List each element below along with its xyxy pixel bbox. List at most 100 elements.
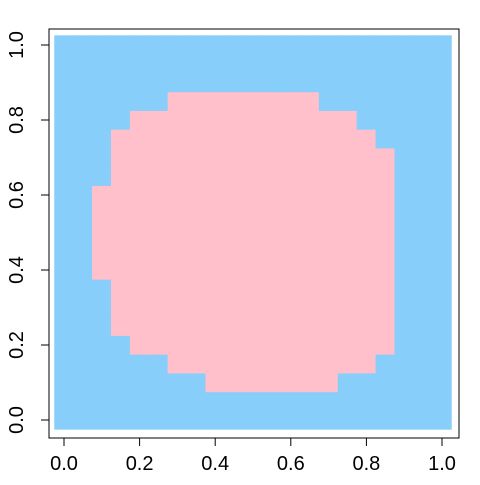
point [224,241,244,261]
point [224,35,244,55]
point [186,410,207,430]
point [73,204,93,224]
point [356,54,377,74]
point [167,54,188,74]
point [243,91,263,111]
point [167,72,188,93]
point [337,222,358,243]
point [356,297,377,318]
point [337,35,358,55]
point [110,410,131,430]
point [110,335,131,355]
point [148,297,169,318]
point [375,372,396,393]
point [262,297,282,318]
point [413,410,433,430]
point [394,91,414,111]
point [148,147,169,168]
point [375,297,396,318]
point [92,222,112,243]
point [243,297,263,318]
point [54,335,74,355]
point [92,166,112,186]
point [205,372,225,393]
point [281,147,301,168]
point [413,72,433,93]
point [243,410,263,430]
point [243,241,263,261]
point [262,391,282,411]
point [318,110,339,130]
point [356,410,377,430]
point [394,222,414,243]
point [167,35,188,55]
point [262,72,282,93]
point [262,372,282,393]
point [356,129,377,149]
y-tick-label: 0.2 [6,331,28,359]
point [186,166,207,186]
point [318,241,339,261]
point [262,110,282,130]
point [413,129,433,149]
point [73,410,93,430]
point [337,241,358,261]
point [92,372,112,393]
point [224,147,244,168]
point [224,222,244,243]
point [73,260,93,280]
point [337,72,358,93]
point [110,222,131,243]
y-tick-label: 0.8 [6,106,28,134]
point [148,316,169,336]
point [110,279,131,299]
point [110,204,131,224]
point [375,54,396,74]
point [281,372,301,393]
point [129,410,150,430]
point [73,316,93,336]
point [110,372,131,393]
point [224,72,244,93]
point [432,110,452,130]
point [356,391,377,411]
point [54,372,74,393]
point [356,279,377,299]
point [432,335,452,355]
point [205,297,225,318]
point [318,166,339,186]
point [243,279,263,299]
point [281,129,301,149]
point [299,35,320,55]
point [129,391,150,411]
point [186,129,207,149]
point [394,335,414,355]
point [186,372,207,393]
point [375,260,396,280]
points [54,35,452,430]
point [375,410,396,430]
point [299,391,320,411]
point [73,91,93,111]
point [110,35,131,55]
x-tick-label: 1.0 [428,453,456,475]
point [224,129,244,149]
point [224,54,244,74]
point [129,297,150,318]
point [318,129,339,149]
point [205,72,225,93]
point [337,372,358,393]
point [432,166,452,186]
point [413,391,433,411]
point [129,241,150,261]
point [432,241,452,261]
point [73,129,93,149]
point [281,185,301,205]
point [318,222,339,243]
point [54,241,74,261]
point [54,185,74,205]
point [394,185,414,205]
point [205,185,225,205]
point [413,372,433,393]
point [186,204,207,224]
